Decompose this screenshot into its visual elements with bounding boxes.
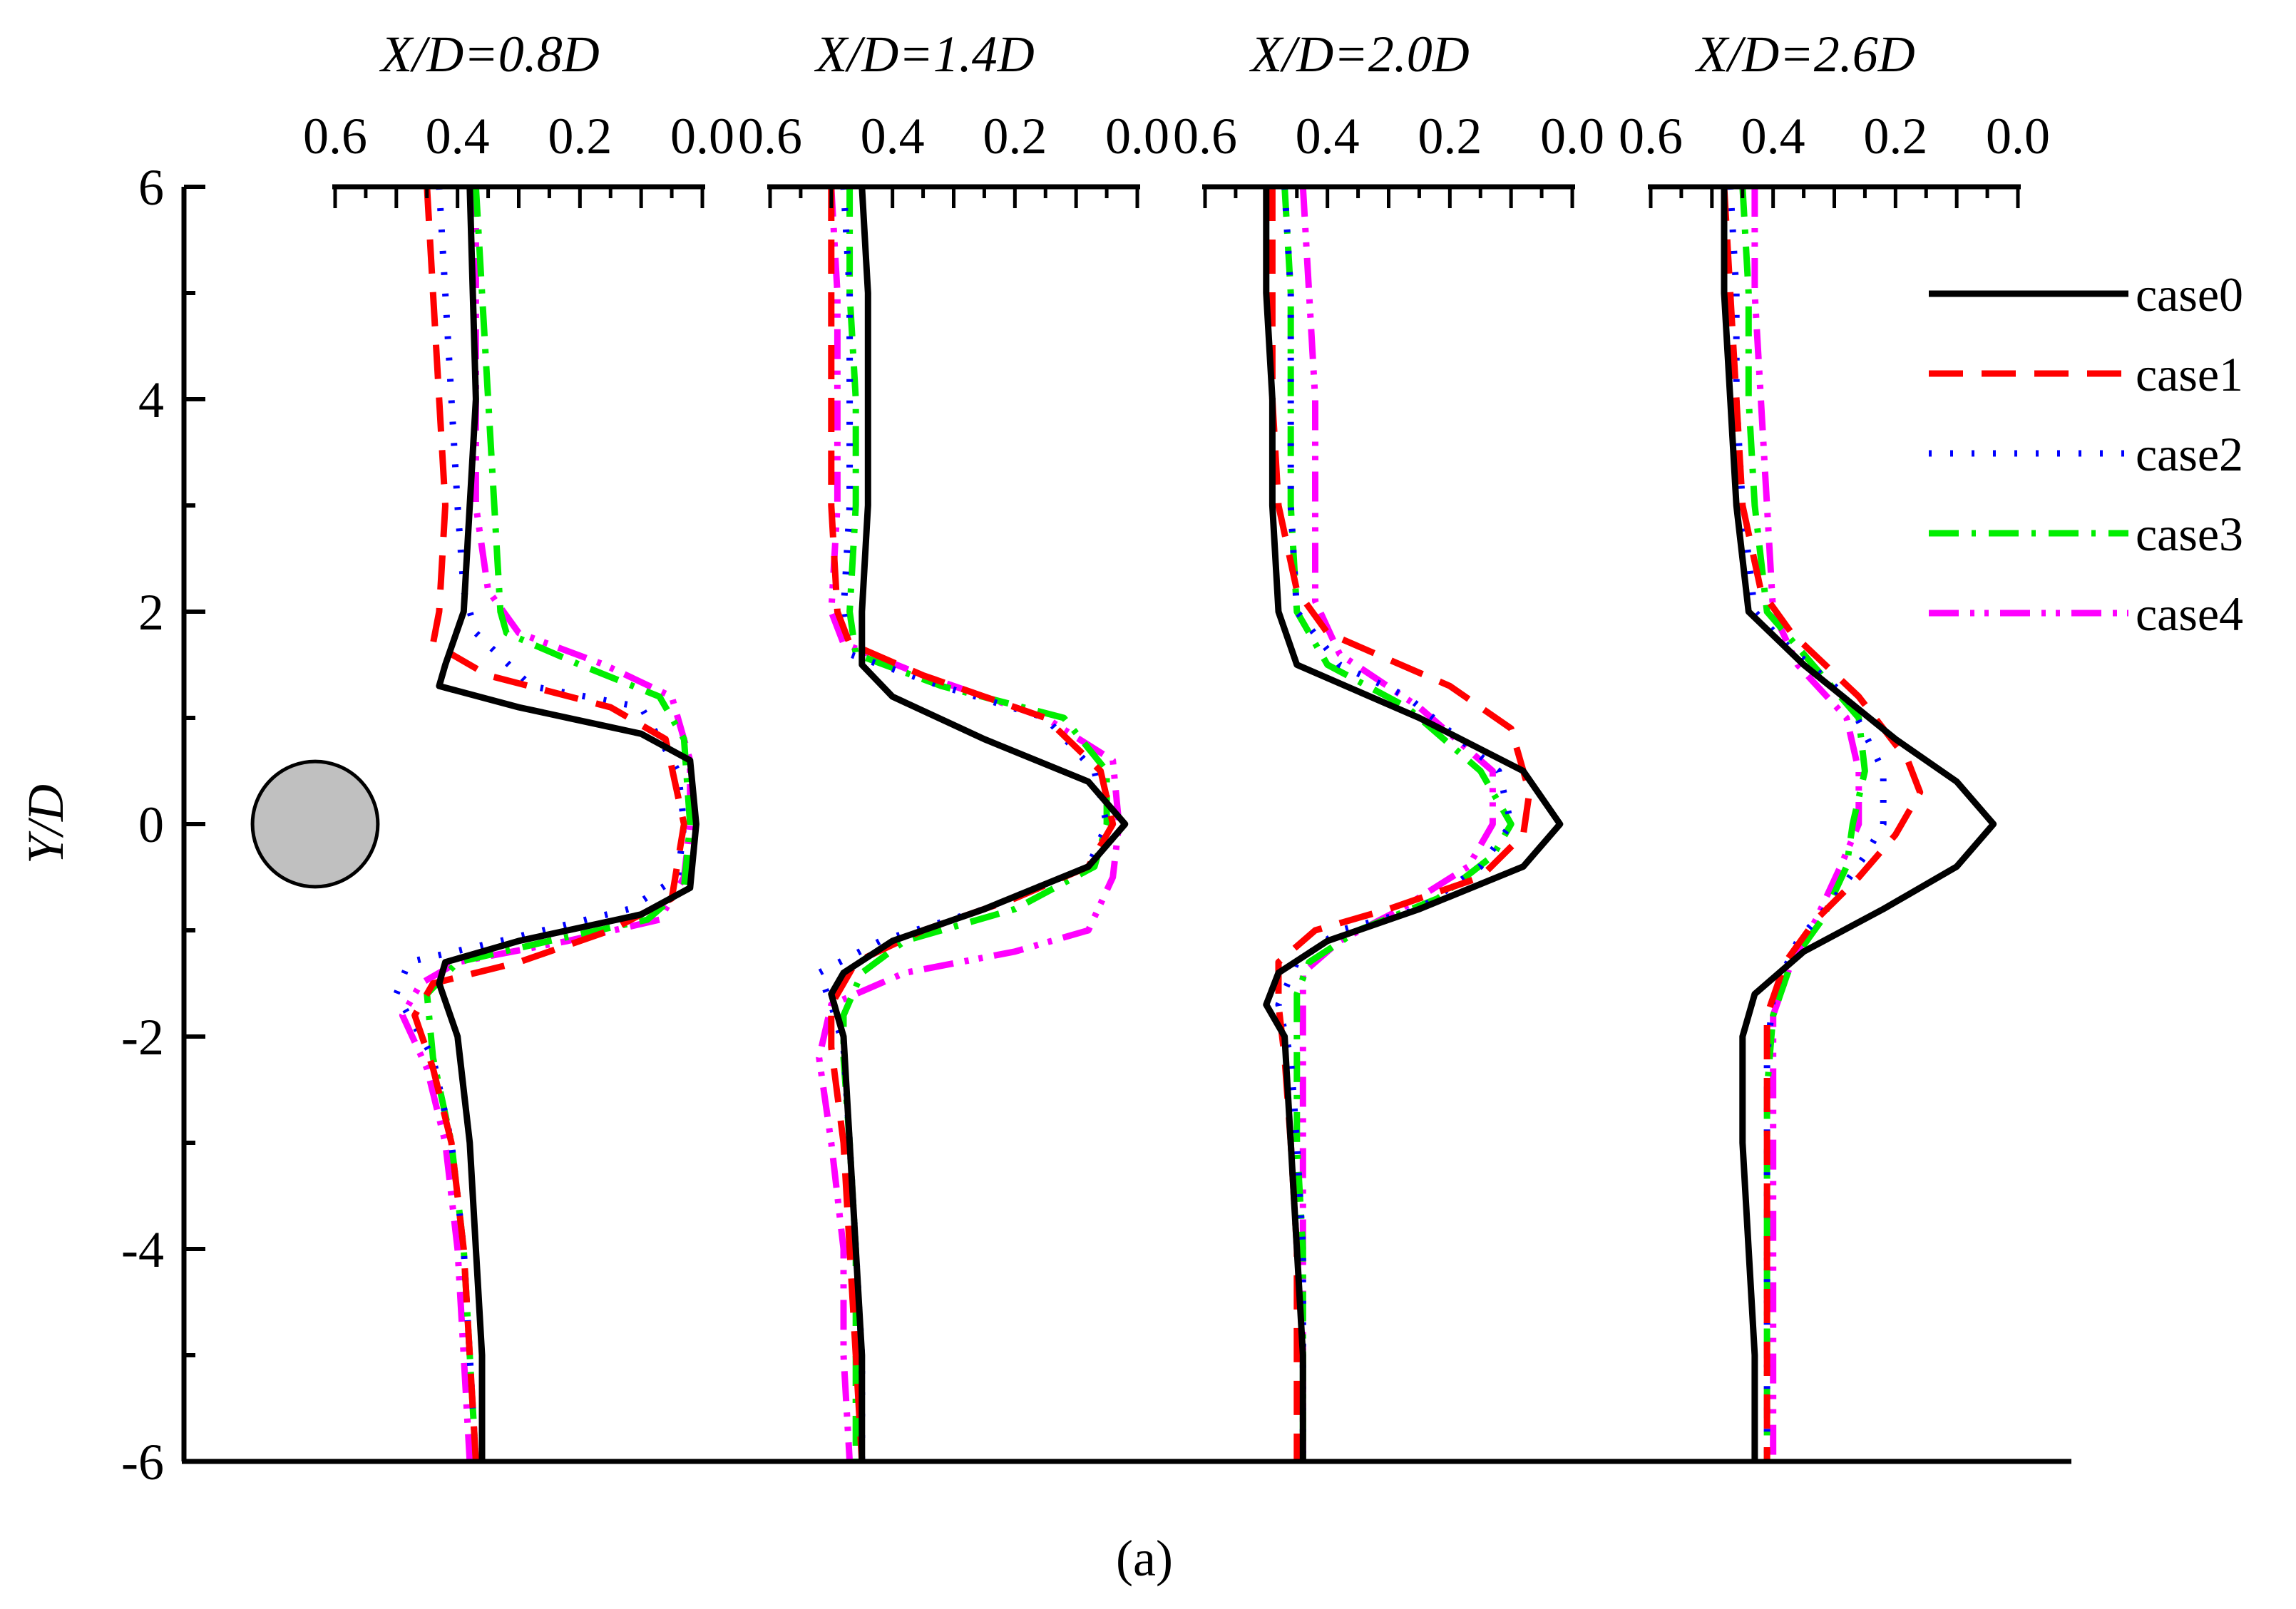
x-tick-label: 0.4 <box>861 108 925 165</box>
series-line-case4 <box>1751 187 1862 1461</box>
x-tick-label: 0.0 <box>1986 108 2050 165</box>
y-tick-label: 6 <box>138 159 164 216</box>
x-tick-label: 0.0 <box>670 108 734 165</box>
x-tick-label: 0.6 <box>303 108 367 165</box>
y-tick-label: -4 <box>121 1221 164 1278</box>
x-tick-label: 0.0 <box>1540 108 1604 165</box>
series-line-case1 <box>1721 186 1924 1461</box>
x-tick-label: 0.4 <box>1741 108 1805 165</box>
series-line-case3 <box>840 187 1110 1461</box>
panel-title: X/D=2.0D <box>1249 26 1470 83</box>
x-tick-label: 0.6 <box>1619 108 1683 165</box>
series-line-case0 <box>828 186 1129 1461</box>
series-line-case2 <box>1275 186 1515 1461</box>
x-tick-label: 0.2 <box>1418 108 1482 165</box>
series-line-case1 <box>411 186 687 1462</box>
curves-layer <box>393 186 1997 1462</box>
series-line-case3 <box>1739 186 1868 1461</box>
x-tick-label: 0.0 <box>1105 108 1169 165</box>
y-tick-label: 4 <box>138 371 164 428</box>
x-tick-label: 0.2 <box>548 108 612 165</box>
series-line-case2 <box>816 186 1110 1461</box>
x-tick-label: 0.4 <box>1296 108 1360 165</box>
legend-label-case2: case2 <box>2136 427 2243 481</box>
x-tick-label: 0.6 <box>1173 108 1237 165</box>
series-line-case3 <box>424 186 694 1462</box>
legend-label-case1: case1 <box>2136 347 2243 401</box>
legend: case0 case1 case2 case3 case4 <box>1929 267 2243 641</box>
series-line-case3 <box>1281 186 1515 1461</box>
legend-label-case0: case0 <box>2136 267 2243 322</box>
series-line-case0 <box>1263 187 1564 1461</box>
x-tick-label: 0.4 <box>426 108 490 165</box>
x-tick-label: 0.6 <box>738 108 802 165</box>
x-tick-label: 0.2 <box>983 108 1047 165</box>
series-line-case4 <box>1299 186 1496 1461</box>
y-axis-label: Y/D <box>17 784 74 864</box>
x-tick-label: 0.2 <box>1863 108 1927 165</box>
y-tick-label: -6 <box>121 1434 164 1491</box>
series-line-case1 <box>828 187 1117 1462</box>
series-line-case2 <box>1727 186 1887 1461</box>
panel-title: X/D=1.4D <box>814 26 1035 83</box>
y-tick-label: 2 <box>138 584 164 641</box>
cylinder-circle <box>250 759 380 889</box>
legend-label-case4: case4 <box>2136 587 2243 641</box>
panel-title: X/D=0.8D <box>379 26 600 83</box>
figure-caption: (a) <box>1116 1530 1173 1587</box>
series-line-case0 <box>1721 187 1997 1461</box>
series-line-case4 <box>399 187 694 1462</box>
cylinder-marker <box>250 759 380 889</box>
y-tick-label: 0 <box>138 796 164 853</box>
series-line-case0 <box>436 186 699 1461</box>
series-line-case4 <box>816 186 1122 1462</box>
legend-label-case3: case3 <box>2136 507 2243 561</box>
y-tick-label: -2 <box>121 1009 164 1066</box>
panel-title: X/D=2.6D <box>1694 26 1915 83</box>
